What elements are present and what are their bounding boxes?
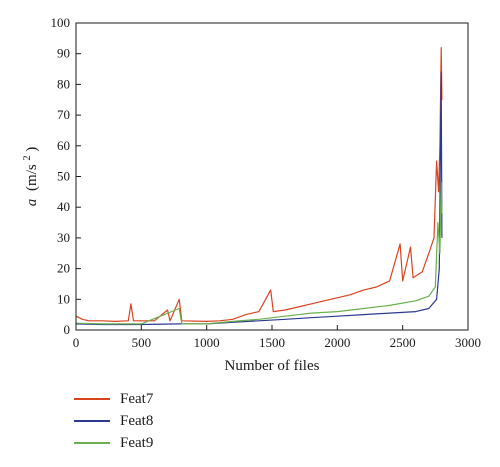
legend-label-feat9: Feat9	[120, 434, 154, 451]
y-tick-label: 60	[57, 138, 70, 153]
y-tick-label: 100	[51, 15, 71, 30]
y-tick-label: 0	[64, 322, 71, 337]
y-axis-label-symbol: a	[24, 199, 40, 207]
y-axis-label-close: )	[24, 147, 40, 152]
x-tick-label: 1000	[194, 335, 220, 350]
y-tick-label: 10	[57, 291, 70, 306]
legend-item-feat9: Feat9	[74, 432, 153, 454]
x-tick-label: 0	[73, 335, 80, 350]
x-tick-label: 2000	[324, 335, 350, 350]
y-tick-label: 30	[57, 230, 70, 245]
series-line-feat9	[75, 182, 443, 325]
legend-item-feat8: Feat8	[74, 410, 153, 432]
x-axis: 0 500 1000 1500 2000 2500 3000	[73, 325, 481, 350]
y-axis: 0 10 20 30 40 50 60 70 80 90 100	[51, 15, 81, 337]
legend-label-feat7: Feat7	[120, 390, 154, 407]
legend: Feat7 Feat8 Feat9	[74, 388, 153, 454]
y-axis-label-unit: (m/s	[24, 164, 40, 191]
legend-swatch-feat9	[74, 442, 110, 444]
legend-label-feat8: Feat8	[120, 412, 154, 429]
y-tick-label: 80	[57, 76, 70, 91]
series-line-feat7	[75, 46, 443, 322]
legend-item-feat7: Feat7	[74, 388, 153, 410]
y-tick-label: 50	[57, 169, 70, 184]
y-tick-label: 40	[57, 199, 70, 214]
y-tick-label: 70	[57, 107, 70, 122]
x-axis-label: Number of files	[225, 358, 320, 374]
plot-frame	[75, 22, 469, 331]
x-tick-label: 3000	[455, 335, 481, 350]
legend-swatch-feat8	[74, 420, 110, 422]
y-axis-label-sup: 2	[22, 156, 33, 161]
y-tick-label: 90	[57, 46, 70, 61]
legend-swatch-feat7	[74, 398, 110, 400]
x-tick-label: 500	[132, 335, 152, 350]
x-tick-label: 2500	[390, 335, 416, 350]
series-line-feat8	[75, 71, 443, 326]
y-axis-label: a (m/s 2 )	[18, 147, 40, 206]
y-tick-label: 20	[57, 261, 70, 276]
plot-lines	[75, 46, 443, 326]
x-tick-label: 1500	[259, 335, 285, 350]
